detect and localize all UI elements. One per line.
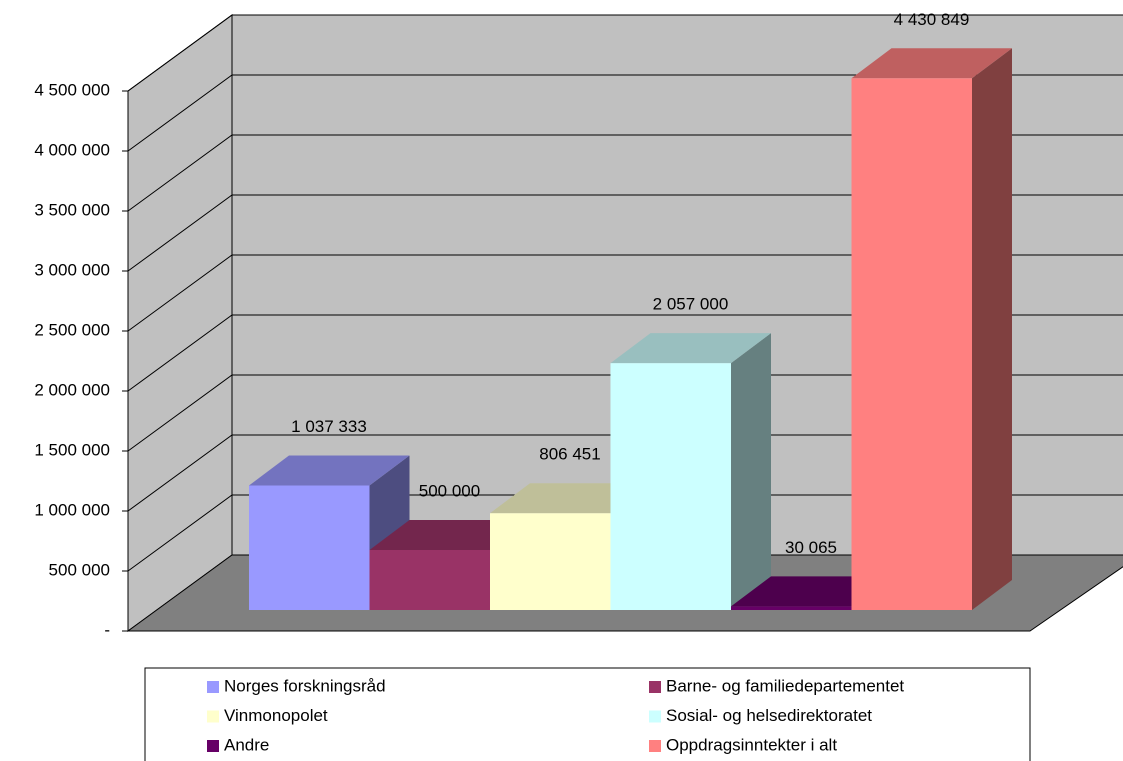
bar: [851, 78, 972, 611]
grid-line: [127, 314, 1123, 392]
y-tick-label: 2 000 000: [34, 380, 110, 399]
y-tick-label: 3 000 000: [34, 260, 110, 279]
bar: [249, 485, 370, 610]
value-label: 806 451: [539, 445, 600, 464]
legend-label: Oppdragsinntekter i alt: [666, 735, 837, 754]
y-tick-label: -: [104, 620, 110, 639]
bar-top: [851, 48, 1012, 79]
value-label: 30 065: [785, 538, 837, 557]
legend-label: Barne- og familiedepartementet: [666, 676, 904, 695]
y-tick-label: 1 500 000: [34, 440, 110, 459]
value-label: 4 430 849: [894, 10, 970, 29]
legend-swatch: [649, 710, 661, 723]
value-label: 1 037 333: [291, 417, 367, 436]
legend-label: Andre: [224, 735, 269, 754]
legend-label: Norges forskningsråd: [224, 676, 386, 695]
legend-label: Vinmonopolet: [224, 706, 328, 725]
grid-line: [127, 134, 1123, 212]
value-label: 500 000: [419, 481, 480, 500]
bar-side: [972, 48, 1012, 611]
grid-line: [127, 14, 1123, 92]
legend-label: Sosial- og helsedirektoratet: [666, 706, 872, 725]
bar: [731, 606, 852, 610]
bar: [369, 550, 490, 610]
bar-side: [731, 333, 771, 610]
grid-line: [127, 74, 1123, 152]
y-tick-label: 4 000 000: [34, 140, 110, 159]
legend-swatch: [649, 740, 661, 752]
bar-top: [369, 520, 530, 550]
grid-line: [127, 374, 1123, 452]
legend: [144, 667, 1031, 761]
bar-top: [490, 483, 651, 514]
y-tick-label: 500 000: [49, 560, 110, 579]
y-tick-label: 4 500 000: [34, 80, 110, 99]
y-tick-label: 3 500 000: [34, 200, 110, 219]
grid-line: [127, 194, 1123, 272]
y-tick-label: 1 000 000: [34, 500, 110, 519]
bar-top: [249, 455, 410, 486]
legend-swatch: [207, 681, 219, 693]
grid-line: [127, 434, 1123, 512]
bar-top: [731, 576, 892, 607]
grid-line: [127, 254, 1123, 332]
value-label: 2 057 000: [653, 295, 729, 314]
legend-swatch: [649, 681, 661, 693]
bar: [610, 363, 731, 610]
side-wall: [127, 14, 233, 632]
bar: [490, 513, 611, 610]
legend-swatch: [207, 740, 219, 752]
y-tick-label: 2 500 000: [34, 320, 110, 339]
bar-top: [610, 333, 771, 364]
grid-line: [127, 494, 1123, 572]
legend-swatch: [207, 710, 219, 723]
